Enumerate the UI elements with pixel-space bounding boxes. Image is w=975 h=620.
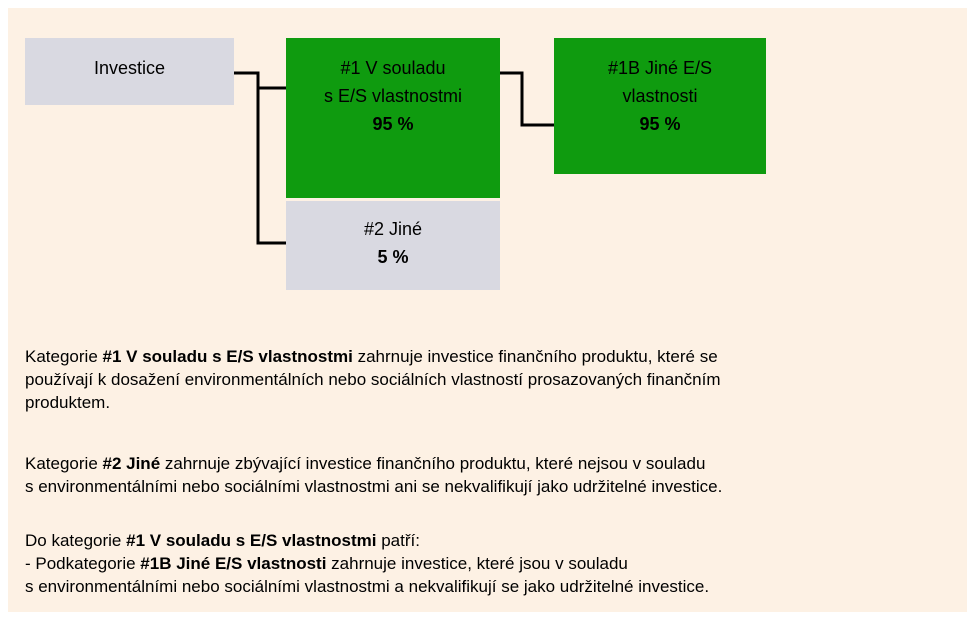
text-line: s environmentálními nebo sociálními vlas… <box>25 575 709 598</box>
text: Kategorie <box>25 454 103 473</box>
node-other: #2 Jiné 5 % <box>286 201 500 290</box>
node-value: 5 % <box>377 247 409 267</box>
node-value: 95 % <box>639 114 681 134</box>
node-label: vlastnosti <box>622 86 698 106</box>
connector <box>234 71 286 245</box>
text: Kategorie <box>25 347 103 366</box>
text: zahrnuje investice finančního produktu, … <box>352 347 718 366</box>
bold-text: #1 V souladu s E/S vlastnostmi <box>126 531 377 550</box>
paragraph: Kategorie #1 V souladu s E/S vlastnostmi… <box>25 345 721 414</box>
text: zahrnuje investice, které jsou v souladu <box>326 554 628 573</box>
bold-text: #1 V souladu s E/S vlastnostmi <box>102 347 353 366</box>
node-value: 95 % <box>372 114 414 134</box>
text-line: produktem. <box>25 391 721 414</box>
text: s environmentálními nebo sociálními vlas… <box>25 577 710 596</box>
text: zahrnuje zbývající investice finančního … <box>160 454 706 473</box>
node-aligned: #1 V souladu s E/S vlastnostmi 95 % <box>286 38 500 198</box>
node-investice: Investice <box>25 38 234 105</box>
bold-text: #2 Jiné <box>102 454 161 473</box>
node-label: #1B Jiné E/S <box>607 58 713 78</box>
text: používají k dosažení environmentálních n… <box>25 370 721 389</box>
text: s environmentálními nebo sociálními vlas… <box>25 477 723 496</box>
text-line: Do kategorie #1 V souladu s E/S vlastnos… <box>25 529 709 552</box>
text-line: Kategorie #1 V souladu s E/S vlastnostmi… <box>25 345 721 368</box>
node-label: s E/S vlastnostmi <box>323 86 463 106</box>
bold-text: #1B Jiné E/S vlastnosti <box>140 554 327 573</box>
text: patří: <box>376 531 420 550</box>
text: Do kategorie <box>25 531 127 550</box>
text: produktem. <box>25 393 111 412</box>
text-line: - Podkategorie #1B Jiné E/S vlastnosti z… <box>25 552 709 575</box>
node-other-es: #1B Jiné E/S vlastnosti 95 % <box>554 38 766 174</box>
text-line: Kategorie #2 Jiné zahrnuje zbývající inv… <box>25 452 722 475</box>
connector <box>500 71 554 127</box>
text-line: používají k dosažení environmentálních n… <box>25 368 721 391</box>
node-label: #1 V souladu <box>340 58 446 78</box>
node-label: #2 Jiné <box>363 219 423 239</box>
node-label: Investice <box>93 58 166 78</box>
text-line: s environmentálními nebo sociálními vlas… <box>25 475 722 498</box>
paragraph: Kategorie #2 Jiné zahrnuje zbývající inv… <box>25 452 722 498</box>
paragraph: Do kategorie #1 V souladu s E/S vlastnos… <box>25 529 709 598</box>
text: - Podkategorie <box>25 554 141 573</box>
